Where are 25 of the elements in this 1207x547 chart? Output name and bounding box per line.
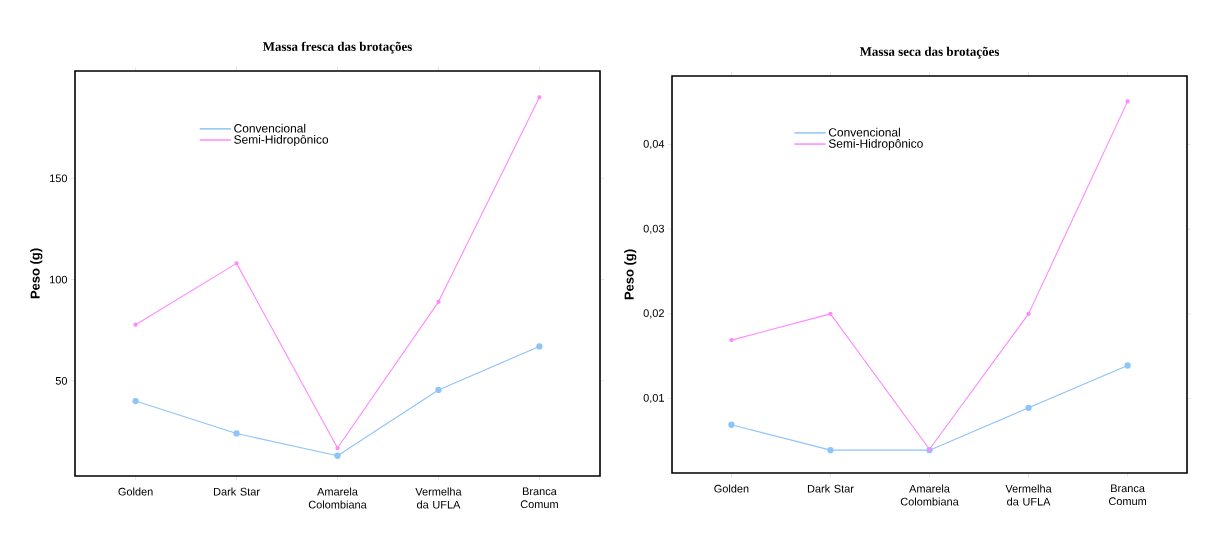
x-tick-label: Dark Star bbox=[807, 484, 854, 493]
chart-title: Massa fresca das brotações bbox=[262, 41, 412, 54]
y-axis-title: Peso (g) bbox=[30, 248, 43, 299]
x-tick-label: Dark Star bbox=[214, 487, 260, 496]
y-tick-label: 100 bbox=[50, 275, 68, 284]
x-tick-label: Golden bbox=[118, 487, 153, 496]
x-tick-label: Golden bbox=[714, 484, 749, 493]
legend-label: Convencional bbox=[828, 127, 900, 137]
x-tick-label: Amarela Colombiana bbox=[308, 487, 367, 509]
y-axis-title: Peso (g) bbox=[624, 249, 637, 300]
chart-title: Massa seca das brotações bbox=[859, 46, 1000, 59]
x-tick-label: Branca Comum bbox=[520, 487, 558, 509]
x-tick-label: Amarela Colombiana bbox=[900, 484, 959, 506]
legend-label: Semi-Hidropônico bbox=[234, 134, 329, 147]
x-tick-label: Vermelha da UFLA bbox=[1005, 484, 1052, 506]
y-tick-label: 0,03 bbox=[643, 224, 664, 234]
legend-label: Convencional bbox=[234, 123, 306, 133]
y-tick-label: 50 bbox=[55, 376, 68, 385]
y-tick-label: 0,02 bbox=[643, 309, 664, 319]
y-tick-label: 0,04 bbox=[643, 140, 665, 150]
legend-label: Semi-Hidropônico bbox=[828, 138, 923, 151]
x-tick-label: Branca Comum bbox=[1108, 484, 1147, 506]
x-tick-label: Vermelha da UFLA bbox=[415, 487, 462, 509]
y-tick-label: 0,01 bbox=[643, 393, 664, 404]
y-tick-label: 150 bbox=[50, 174, 68, 183]
